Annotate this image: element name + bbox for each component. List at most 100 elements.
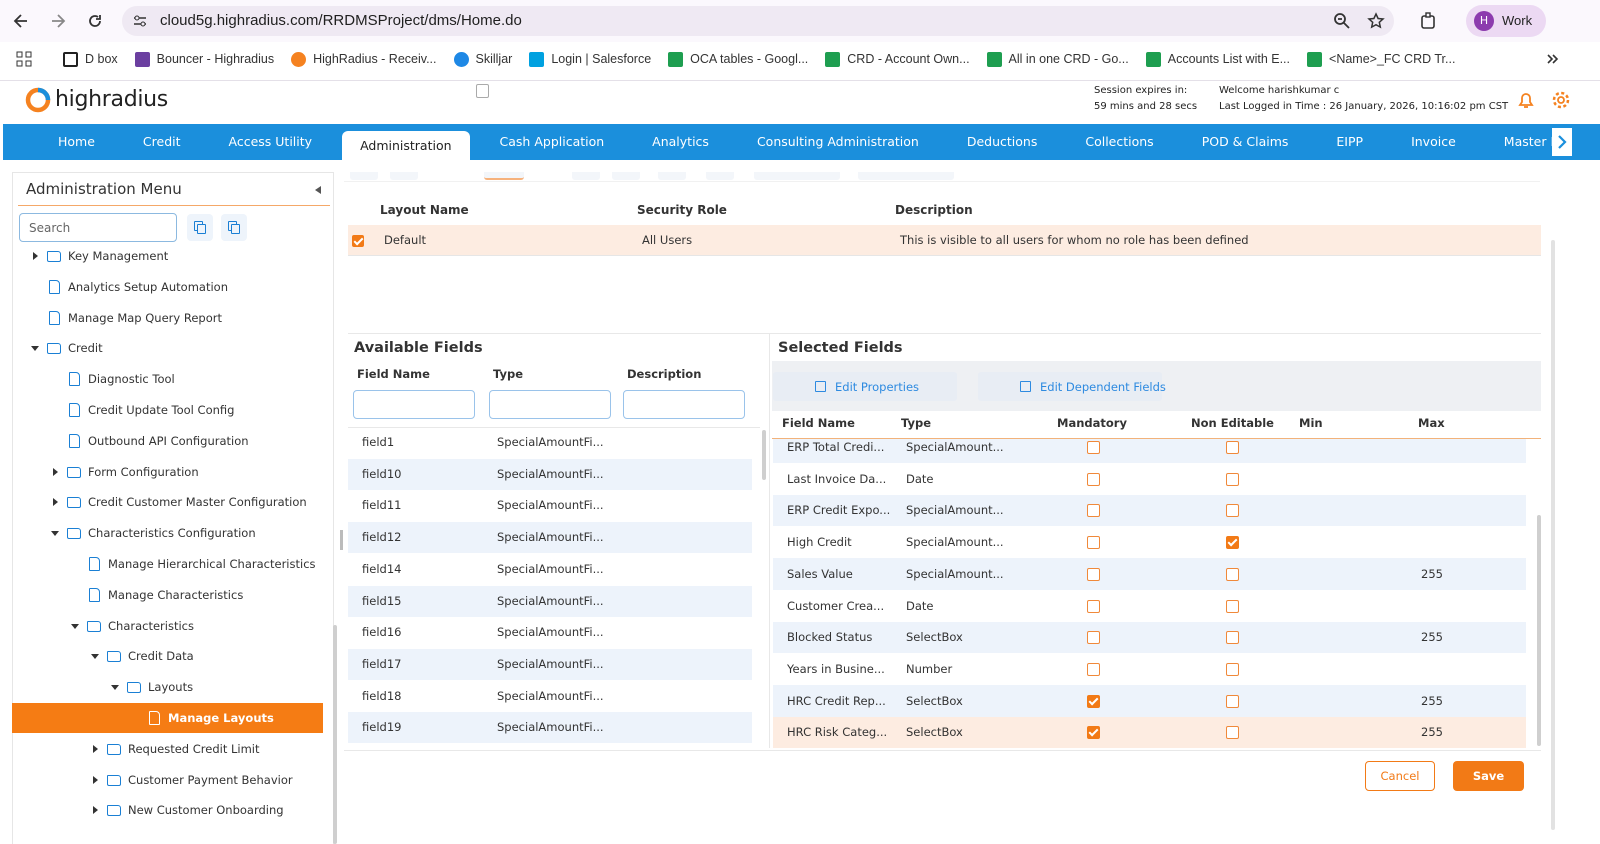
mandatory-checkbox[interactable] [1087,504,1100,518]
tree-label[interactable]: Diagnostic Tool [88,372,175,387]
tree-label[interactable]: Requested Credit Limit [128,741,260,756]
tree-label-selected[interactable]: Manage Layouts [168,711,274,725]
settings-gear[interactable] [1551,90,1571,110]
non-editable-checkbox[interactable] [1226,726,1239,740]
available-row[interactable] [348,522,752,554]
non-editable-checkbox[interactable] [1226,441,1239,454]
mandatory-checkbox[interactable] [1087,472,1100,486]
selected-row[interactable] [773,494,1526,527]
tree-label[interactable]: Credit Update Tool Config [88,403,235,417]
column-filter-input[interactable] [353,390,475,419]
tree-arrow-expanded[interactable] [51,531,59,537]
action-label[interactable]: Edit Dependent Fields [1040,380,1166,394]
available-row[interactable] [348,553,752,585]
toolbar-button-remnant[interactable] [350,172,378,180]
tree-label[interactable]: Analytics Setup Automation [68,279,228,294]
mandatory-checkbox[interactable] [1087,726,1100,740]
toolbar-button-remnant[interactable] [390,172,418,180]
address-bar[interactable] [122,6,1394,36]
mandatory-checkbox[interactable] [1087,441,1100,454]
selected-row[interactable] [773,439,1526,463]
extensions-icon[interactable] [1419,12,1437,30]
bookmark[interactable]: All in one CRD - Go... [986,51,1129,67]
available-row[interactable] [348,585,752,617]
nav-item[interactable]: Analytics [652,134,709,149]
non-editable-checkbox[interactable] [1226,567,1239,581]
toolbar-button-remnant[interactable] [572,172,600,180]
nav-item[interactable]: EIPP [1336,134,1364,149]
selected-row[interactable] [773,716,1526,749]
nav-item[interactable]: Credit [142,134,181,149]
action-label[interactable]: Edit Properties [835,380,920,394]
nav-item[interactable]: Home [58,134,95,149]
non-editable-checkbox[interactable] [1226,504,1239,518]
nav-item[interactable]: Master Da [1503,134,1568,149]
bookmark[interactable]: Login | Salesforce [529,51,651,67]
nav-item[interactable]: Cash Application [499,134,605,149]
cancel-button[interactable]: Cancel [1365,761,1435,791]
mandatory-checkbox[interactable] [1087,536,1100,550]
sidebar-collapse[interactable] [313,184,323,194]
action-button[interactable] [978,372,1162,401]
tree-label[interactable]: Manage Hierarchical Characteristics [108,557,316,571]
tree-arrow-expanded[interactable] [71,623,79,629]
tree-arrow-collapsed[interactable] [33,252,38,260]
nav-scroll-right[interactable] [1552,128,1572,156]
available-row[interactable] [348,617,752,649]
available-row[interactable] [348,428,752,458]
selected-row[interactable] [773,621,1526,654]
tree-label[interactable]: Customer Payment Behavior [128,772,293,787]
selected-row[interactable] [773,590,1526,622]
nav-scroll-arrow[interactable] [1556,134,1568,150]
bookmarks-more[interactable] [1546,52,1560,66]
save-button[interactable]: Save [1453,761,1524,791]
zoom-icon[interactable] [1333,12,1351,30]
tree-label[interactable]: Layouts [148,680,194,695]
sidebar-search[interactable]: Search [19,213,177,242]
toolbar-button-remnant[interactable] [858,172,954,180]
mandatory-checkbox[interactable] [1087,599,1100,613]
tree-arrow-collapsed[interactable] [53,467,58,476]
mandatory-checkbox[interactable] [1087,567,1100,581]
tree-label[interactable]: Characteristics [108,618,194,633]
back-button[interactable] [12,12,30,30]
mandatory-checkbox[interactable] [1087,662,1100,676]
bookmark[interactable]: Skilljar [453,51,512,67]
forward-button[interactable] [49,12,67,30]
nav-item[interactable]: Invoice [1411,134,1456,149]
available-row[interactable] [348,490,752,522]
bookmark[interactable]: HighRadius - Receiv... [291,51,437,67]
mandatory-checkbox[interactable] [1087,631,1100,645]
bookmark[interactable]: Bouncer - Highradius [134,51,274,67]
tree-label[interactable]: Credit [68,341,103,356]
apps-icon[interactable] [16,51,32,67]
tree-arrow-expanded[interactable] [111,685,119,691]
toolbar-button-remnant[interactable] [754,172,840,180]
nav-item[interactable]: Deductions [966,134,1038,149]
selected-row[interactable] [773,558,1526,590]
tree-label[interactable]: Credit Data [128,649,194,664]
nav-item[interactable]: Access Utility [228,134,313,149]
reload-button[interactable] [86,12,104,30]
non-editable-checkbox[interactable] [1226,631,1239,645]
tree-label[interactable]: Credit Customer Master Configuration [88,495,307,510]
column-filter-input[interactable] [623,390,745,419]
layout-row[interactable] [348,225,1541,256]
tree-label[interactable]: Form Configuration [88,464,199,479]
tree-arrow-collapsed[interactable] [93,775,98,784]
selected-row[interactable] [773,526,1526,559]
available-row[interactable] [348,458,752,490]
toolbar-button-remnant[interactable] [484,172,524,180]
nav-item-active[interactable]: Administration [342,131,470,160]
tree-label[interactable]: New Customer Onboarding [128,803,284,818]
tree-item-selected[interactable] [12,703,323,733]
non-editable-checkbox[interactable] [1226,536,1239,550]
available-row[interactable] [348,680,752,712]
toolbar-button-remnant[interactable] [706,172,734,180]
selected-row[interactable] [773,653,1526,685]
selected-row[interactable] [773,685,1526,717]
layout-checkbox[interactable] [352,235,364,247]
available-row[interactable] [348,648,752,680]
bookmark-star[interactable] [1367,12,1385,30]
action-button[interactable] [773,372,957,401]
